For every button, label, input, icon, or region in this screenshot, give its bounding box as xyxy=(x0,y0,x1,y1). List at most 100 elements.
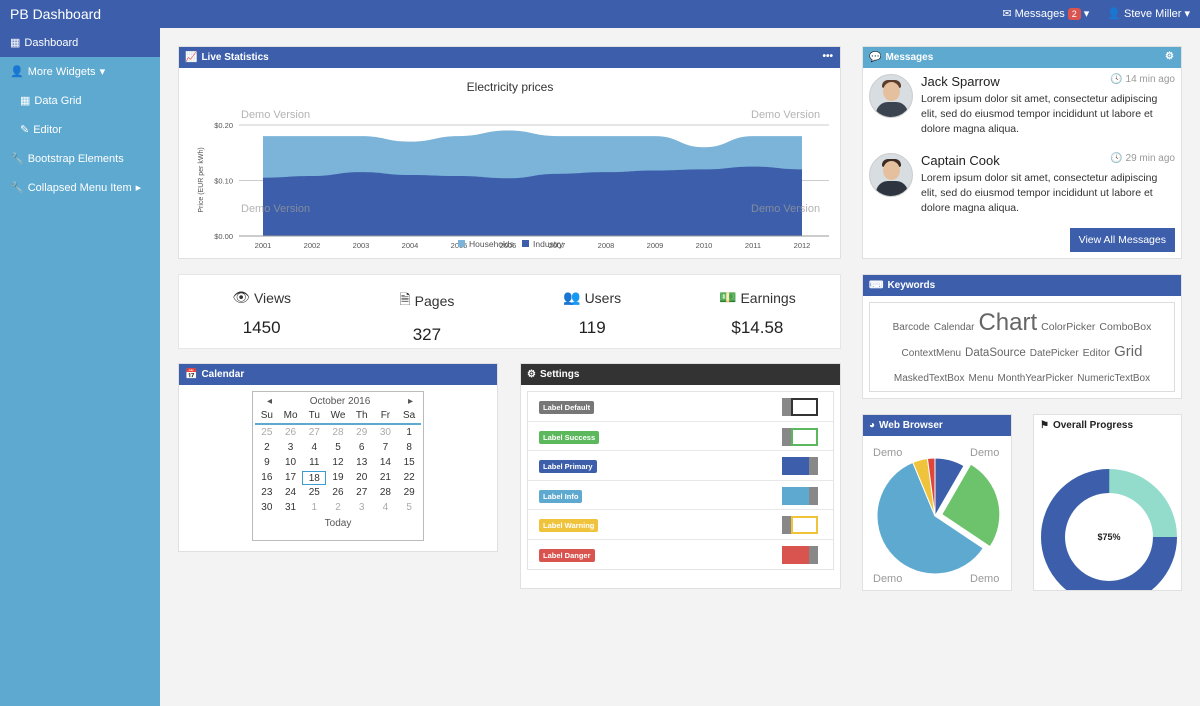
panel-title: Settings xyxy=(539,369,580,380)
calendar-day[interactable]: 23 xyxy=(261,487,273,498)
x-tick-label: 2001 xyxy=(255,241,272,250)
keyword-tag[interactable]: Menu xyxy=(968,373,994,384)
setting-label: Label Info xyxy=(539,489,583,503)
calendar-day[interactable]: 14 xyxy=(379,457,391,468)
setting-row: Label Warning xyxy=(528,510,833,540)
calendar-day[interactable]: 2 xyxy=(264,442,270,453)
calendar-day[interactable]: 3 xyxy=(287,442,294,453)
calendar-day[interactable]: 1 xyxy=(311,502,318,513)
keyword-tag[interactable]: ContextMenu xyxy=(901,348,962,359)
calendar-day[interactable]: 1 xyxy=(406,427,412,438)
more-menu-icon[interactable]: ••• xyxy=(822,51,833,62)
keyword-tag[interactable]: Calendar xyxy=(933,322,975,333)
keyword-tag[interactable]: Grid xyxy=(1114,343,1143,360)
calendar-day[interactable]: 12 xyxy=(332,457,344,468)
calendar-day[interactable]: 24 xyxy=(285,487,297,498)
view-all-messages-button[interactable]: View All Messages xyxy=(1069,228,1175,252)
calendar-day[interactable]: 20 xyxy=(356,472,368,483)
calendar-day[interactable]: 11 xyxy=(309,457,320,468)
x-tick-label: 2004 xyxy=(402,241,419,250)
sidebar-item-dashboard[interactable]: ▦ Dashboard xyxy=(0,28,160,57)
calendar-day[interactable]: 9 xyxy=(264,457,270,468)
sidebar-item-data-grid[interactable]: ▦ Data Grid xyxy=(0,86,160,115)
keyword-tag[interactable]: MonthYearPicker xyxy=(997,373,1074,384)
calendar-day[interactable]: 27 xyxy=(356,487,368,498)
gear-icon: ⚙ xyxy=(527,369,536,380)
calendar-day[interactable]: 3 xyxy=(358,502,365,513)
next-month-arrow-icon[interactable]: ▸ xyxy=(407,396,413,407)
setting-row: Label Default xyxy=(528,392,833,422)
calendar-day[interactable]: 27 xyxy=(308,427,320,438)
calendar-day[interactable]: 19 xyxy=(332,472,344,483)
calendar-day[interactable]: 4 xyxy=(311,442,318,453)
message-item[interactable]: Jack Sparrow 🕓 14 min ago Lorem ipsum dol… xyxy=(863,68,1181,147)
calendar-day[interactable]: 13 xyxy=(356,457,368,468)
calendar-day[interactable]: 6 xyxy=(358,442,365,453)
calendar-month-title[interactable]: October 2016 xyxy=(309,396,371,407)
calendar-day[interactable]: 29 xyxy=(403,487,415,498)
keyword-tag[interactable]: DataSource xyxy=(965,347,1026,359)
calendar-day[interactable]: 2 xyxy=(335,502,341,513)
stat-pages: 🗎 Pages 327 xyxy=(344,275,509,348)
calendar-widget: ◂ October 2016 ▸ Su Mo Tu We Th Fr Sa 25 26 27 28 2… xyxy=(252,391,424,541)
today-link[interactable]: Today xyxy=(324,518,352,529)
messages-dropdown[interactable]: ✉ Messages 2 ▾ xyxy=(1002,7,1089,20)
keyword-tag[interactable]: Chart xyxy=(978,309,1038,336)
keyword-tag[interactable]: MaskedTextBox xyxy=(893,373,965,384)
toggle-switch[interactable] xyxy=(782,398,818,416)
calendar-day[interactable]: 7 xyxy=(382,442,389,453)
sidebar-item-bootstrap-elements[interactable]: 🔧 Bootstrap Elements xyxy=(0,144,160,173)
calendar-day[interactable]: 5 xyxy=(406,502,412,513)
app-title[interactable]: PB Dashboard xyxy=(10,6,102,22)
x-tick-label: 2012 xyxy=(794,241,811,250)
calendar-day[interactable]: 28 xyxy=(332,427,344,438)
calendar-day[interactable]: 30 xyxy=(261,502,273,513)
calendar-day[interactable]: 31 xyxy=(285,502,297,513)
calendar-day[interactable]: 8 xyxy=(406,442,412,453)
message-item[interactable]: Captain Cook 🕓 29 min ago Lorem ipsum dol… xyxy=(863,147,1181,226)
keyword-tag[interactable]: DatePicker xyxy=(1029,348,1079,359)
calendar-day[interactable]: 18 xyxy=(302,471,327,485)
web-browser-panel: ◕ Web Browser Demo Demo Demo Demo xyxy=(862,414,1012,591)
keyword-tag[interactable]: Barcode xyxy=(892,322,930,333)
calendar-day[interactable]: 25 xyxy=(308,487,320,498)
calendar-day[interactable]: 28 xyxy=(379,487,391,498)
setting-label: Label Warning xyxy=(539,519,599,532)
sidebar-item-label: Collapsed Menu Item xyxy=(27,181,132,194)
calendar-day[interactable]: 26 xyxy=(285,427,297,438)
calendar-day[interactable]: 22 xyxy=(403,472,415,483)
toggle-switch[interactable] xyxy=(782,457,818,475)
calendar-day[interactable]: 17 xyxy=(285,472,297,483)
stat-views: 👁 Views 1450 xyxy=(179,275,344,348)
messages-panel: 💬 Messages ⚙ Jack Sparrow 🕓 14 min ago Lo… xyxy=(862,46,1182,259)
gear-icon[interactable]: ⚙ xyxy=(1165,51,1174,62)
keyword-tag[interactable]: ComboBox xyxy=(1099,321,1152,333)
sidebar-item-more-widgets[interactable]: 👤 More Widgets ▾ xyxy=(0,57,160,86)
calendar-day[interactable]: 4 xyxy=(382,502,389,513)
calendar-day[interactable]: 26 xyxy=(332,487,344,498)
toggle-switch[interactable] xyxy=(782,516,818,534)
calendar-day[interactable]: 21 xyxy=(379,472,391,483)
legend-industry: Industry xyxy=(533,239,564,249)
panel-title: Messages xyxy=(885,52,934,63)
users-icon: 👥 xyxy=(563,289,581,305)
toggle-switch[interactable] xyxy=(782,427,818,446)
chart-title: Electricity prices xyxy=(467,80,554,94)
keyword-tag[interactable]: NumericTextBox xyxy=(1077,373,1151,384)
calendar-day[interactable]: 5 xyxy=(335,442,341,453)
prev-month-arrow-icon[interactable]: ◂ xyxy=(267,396,273,407)
toggle-switch[interactable] xyxy=(782,486,818,505)
demo-watermark: Demo xyxy=(873,573,902,585)
calendar-day[interactable]: 25 xyxy=(261,427,273,438)
calendar-day[interactable]: 30 xyxy=(379,427,391,438)
calendar-day[interactable]: 29 xyxy=(356,427,368,438)
sidebar-item-collapsed-menu[interactable]: 🔧 Collapsed Menu Item ▸ xyxy=(0,173,160,202)
toggle-switch[interactable] xyxy=(782,545,818,564)
calendar-day[interactable]: 15 xyxy=(403,457,415,468)
user-dropdown[interactable]: 👤 Steve Miller ▾ xyxy=(1107,7,1190,21)
keyword-tag[interactable]: Editor xyxy=(1082,347,1111,359)
calendar-day[interactable]: 10 xyxy=(285,457,297,468)
sidebar-item-editor[interactable]: ✎ Editor xyxy=(0,115,160,144)
keyword-tag[interactable]: ColorPicker xyxy=(1041,321,1096,333)
calendar-day[interactable]: 16 xyxy=(261,472,273,483)
